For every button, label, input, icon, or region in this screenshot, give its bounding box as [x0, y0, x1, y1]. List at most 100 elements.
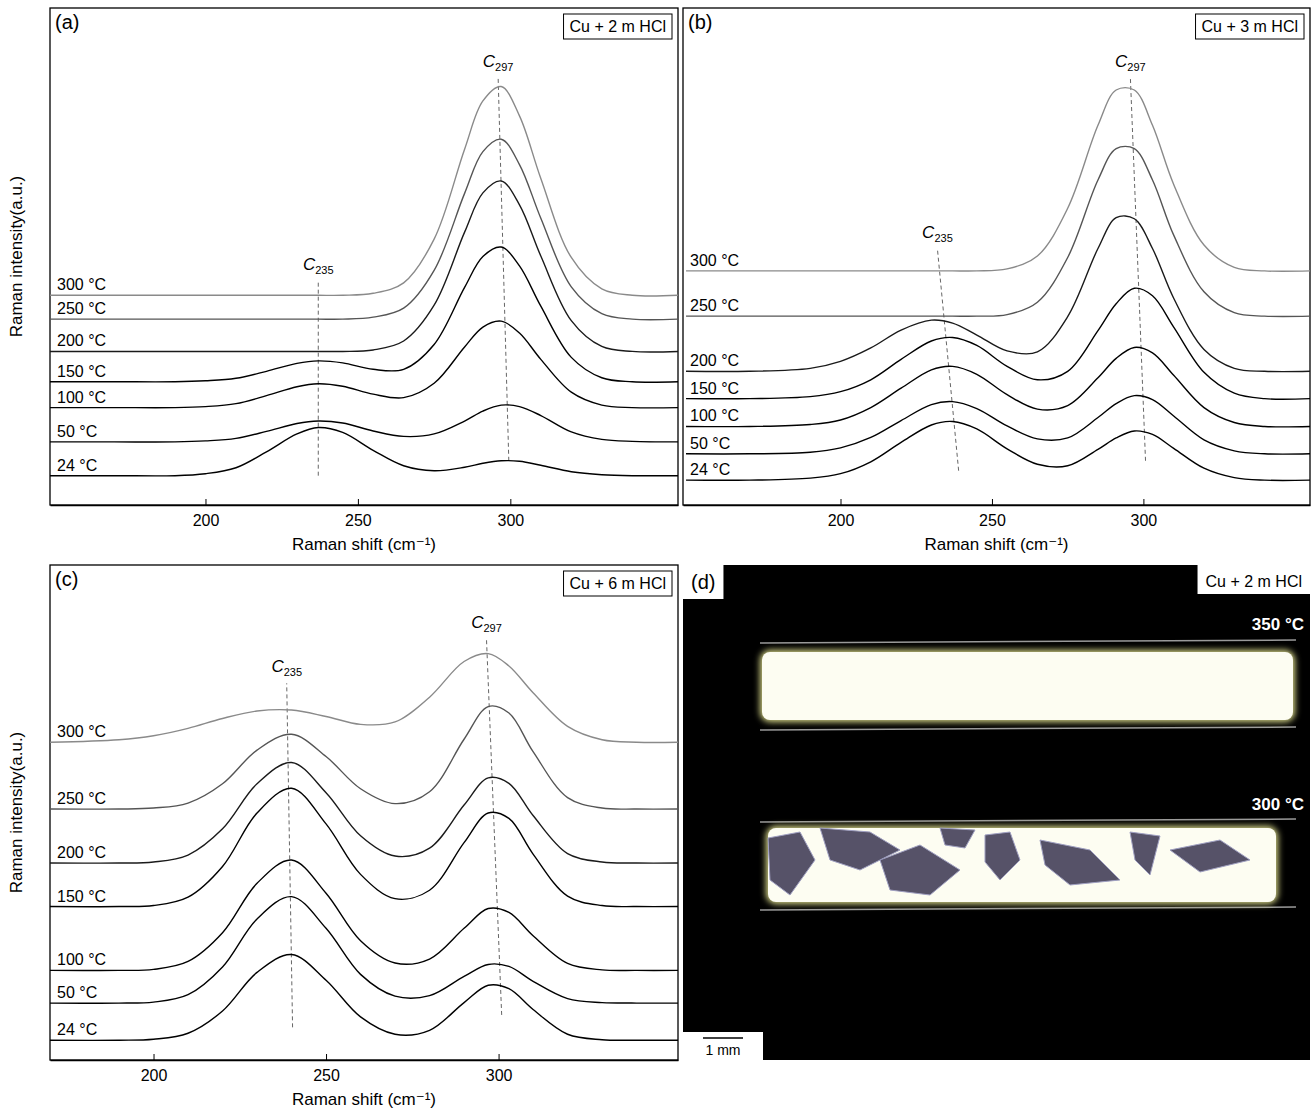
guide-line — [1130, 78, 1145, 461]
peak-symbol: C — [271, 657, 284, 676]
crystal — [1040, 840, 1120, 885]
series-label: 300 °C — [690, 252, 739, 269]
photo-panel: (d)Cu + 2 m HCl350 °C300 °C1 mm — [683, 565, 1310, 1060]
x-axis: 200250300 — [684, 499, 1311, 529]
plot-frame — [50, 8, 678, 505]
peak-subscript: 297 — [1127, 61, 1145, 73]
peak-label: C297 — [483, 52, 514, 73]
peak-symbol: C — [922, 223, 935, 242]
panel-letter: (b) — [688, 11, 712, 33]
x-tick: 200 — [828, 499, 855, 529]
scale-bar-box — [683, 1032, 763, 1060]
guide-line — [318, 281, 319, 475]
plot-area — [50, 639, 678, 1040]
peak-subscript: 235 — [934, 232, 952, 244]
photo-caption: 300 °C — [1252, 795, 1304, 814]
labels: 24 °C50 °C100 °C150 °C200 °C250 °C300 °C… — [7, 11, 672, 554]
crystal — [985, 832, 1020, 880]
guide-line — [937, 249, 958, 471]
x-tick-mark — [992, 499, 993, 505]
peak-label: C235 — [303, 255, 334, 276]
labels: 24 °C 50 °C 100 °C 150 °C 200 °C 250 °C 300 °C… — [7, 568, 672, 1109]
x-tick-mark — [1143, 499, 1144, 505]
panel-title: Cu + 2 m HCl — [570, 18, 666, 35]
x-tick-mark — [358, 499, 359, 505]
tube-fluid — [762, 652, 1293, 720]
series-label: 250 °C — [690, 297, 739, 314]
panel-title: Cu + 2 m HCl — [1206, 573, 1302, 590]
spectrum-line — [50, 427, 678, 475]
panel: 20025030024 °C50 °C100 °C150 °C200 °C250… — [7, 8, 679, 554]
x-tick-label: 300 — [497, 512, 524, 529]
peak-symbol: C — [1115, 52, 1128, 71]
spectrum-line — [50, 86, 678, 295]
series-label: 50 °C — [57, 984, 97, 1001]
series-label: 100 °C — [57, 389, 106, 406]
title-box — [564, 571, 672, 596]
plot-area — [50, 78, 678, 476]
panel-letter: (a) — [55, 11, 79, 33]
spectrum-line — [50, 788, 678, 906]
x-tick-mark — [510, 499, 511, 505]
series-label: 24 °C — [57, 457, 97, 474]
x-axis-title: Raman shift (cm⁻¹) — [292, 535, 436, 554]
tube-fluid — [768, 828, 1276, 902]
x-tick: 300 — [497, 499, 524, 529]
spectrum-line — [686, 88, 1310, 272]
guide-line — [498, 78, 509, 461]
guide-line — [486, 639, 501, 1015]
y-axis-title: Raman intensity(a.u.) — [7, 732, 26, 894]
crystal — [1170, 840, 1250, 872]
peak-label: C235 — [922, 223, 953, 244]
x-tick-mark — [205, 499, 206, 505]
x-axis-line — [51, 1060, 679, 1061]
spectrum-line — [50, 706, 678, 809]
spectrum-line — [50, 181, 678, 352]
series-label: 100 °C — [690, 407, 739, 424]
photo-background — [683, 565, 1310, 1060]
x-axis: 200250300 — [51, 1054, 679, 1084]
x-tick: 250 — [345, 499, 372, 529]
crystal — [940, 828, 975, 848]
crystal — [1130, 832, 1160, 875]
spectrum-line — [50, 653, 678, 742]
series-label: 250 °C — [57, 300, 106, 317]
series-label: 300 °C — [57, 723, 106, 740]
x-tick-mark — [499, 1054, 500, 1060]
series-label: 200 °C — [57, 332, 106, 349]
panel-letter: (d) — [691, 571, 715, 593]
series-label: 250 °C — [57, 790, 106, 807]
x-tick: 250 — [979, 499, 1006, 529]
spectrum-line — [50, 247, 678, 382]
x-axis-line — [684, 505, 1311, 506]
crystal — [880, 845, 960, 895]
tube-wall — [760, 640, 1296, 643]
tube-wall — [760, 727, 1296, 730]
figure: 20025030024 °C50 °C100 °C150 °C200 °C250… — [0, 0, 1315, 1119]
spectrum-line — [686, 396, 1310, 455]
x-tick: 200 — [141, 1054, 168, 1084]
label-box — [683, 565, 723, 599]
scale-bar-label: 1 mm — [706, 1042, 741, 1058]
x-axis-line — [51, 505, 679, 506]
series-label: 200 °C — [57, 844, 106, 861]
x-axis: 200250300 — [51, 499, 679, 529]
x-tick-mark — [841, 499, 842, 505]
spectrum-line — [50, 762, 678, 863]
spectrum-line — [50, 139, 678, 320]
x-tick-mark — [326, 1054, 327, 1060]
series-label: 50 °C — [690, 435, 730, 452]
labels: 24 °C50 °C100 °C150 °C200 °C250 °C300 °C… — [688, 11, 1304, 554]
peak-symbol: C — [303, 255, 316, 274]
spectrum-line — [50, 897, 678, 1004]
x-tick-label: 250 — [345, 512, 372, 529]
series-label: 24 °C — [57, 1021, 97, 1038]
x-tick-mark — [154, 1054, 155, 1060]
scale-bar — [703, 1037, 743, 1039]
peak-subscript: 297 — [495, 61, 513, 73]
x-axis-title: Raman shift (cm⁻¹) — [292, 1090, 436, 1109]
spectrum-line — [50, 405, 678, 442]
series-label: 150 °C — [57, 888, 106, 905]
series-label: 100 °C — [57, 951, 106, 968]
title-box — [1196, 14, 1304, 39]
